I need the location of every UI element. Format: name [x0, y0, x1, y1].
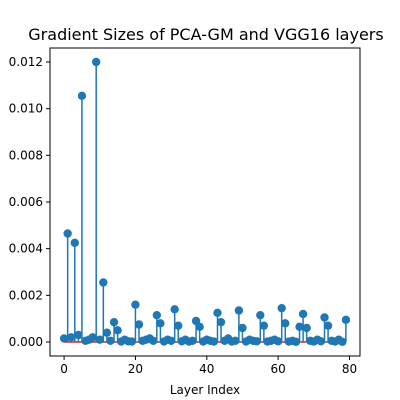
stem-marker — [281, 319, 290, 328]
stem-marker — [252, 337, 261, 346]
stem-marker — [323, 321, 333, 330]
stem-marker — [88, 333, 97, 342]
stem-marker — [338, 337, 347, 346]
y-tick-label: 0.010 — [9, 102, 43, 116]
x-tick-label: 80 — [342, 362, 357, 376]
x-axis-ticks: 0 20 40 60 80 — [60, 356, 357, 376]
stem-marker — [298, 309, 308, 319]
stem-marker — [134, 320, 144, 329]
x-tick-label: 40 — [199, 362, 214, 376]
stem-marker — [70, 238, 79, 248]
x-tick-label: 60 — [270, 362, 285, 376]
stem-marker — [291, 337, 301, 346]
stem-marker — [238, 323, 247, 333]
stem-marker — [216, 317, 226, 327]
stem-marker — [77, 91, 87, 101]
stem-marker — [59, 334, 69, 343]
stem-marker — [259, 321, 269, 330]
stem-marker — [234, 306, 244, 315]
stem-marker — [195, 322, 204, 332]
stem-marker — [316, 337, 326, 346]
stem-marker — [74, 330, 83, 340]
chart-title: Gradient Sizes of PCA-GM and VGG16 layer… — [28, 25, 383, 44]
plot-marks — [59, 57, 351, 346]
y-tick-label: 0.002 — [9, 288, 43, 302]
stem-marker — [67, 333, 76, 342]
stem-marker — [127, 337, 137, 346]
stem-marker — [213, 308, 222, 318]
stem-marker — [99, 278, 108, 287]
stem-marker — [320, 313, 329, 322]
stem-marker — [131, 300, 140, 309]
y-tick-label: 0.008 — [9, 148, 43, 162]
stem-marker — [188, 336, 197, 346]
stem-marker — [256, 310, 265, 320]
stem-marker — [170, 305, 179, 314]
stem-marker — [341, 315, 351, 325]
x-tick-label: 20 — [128, 362, 143, 376]
stem-marker — [302, 323, 311, 333]
stem-marker — [277, 303, 286, 313]
stem-marker — [295, 322, 304, 332]
y-axis-ticks: 0.000 0.002 0.004 0.006 0.008 0.010 0.012 — [9, 55, 50, 349]
stem-marker — [273, 337, 283, 346]
stem-marker — [231, 336, 240, 346]
stem-marker — [209, 337, 219, 346]
y-tick-label: 0.006 — [9, 195, 43, 209]
x-tick-label: 0 — [60, 362, 68, 376]
stem-marker — [91, 57, 101, 67]
x-axis-label: Layer Index — [170, 383, 240, 397]
stem-marker — [106, 336, 115, 346]
stem-marker — [63, 229, 72, 238]
stem-marker — [102, 328, 112, 337]
stem-marker — [152, 310, 162, 320]
stem-marker — [109, 317, 119, 327]
stem-marker — [95, 335, 104, 344]
stem-marker — [166, 336, 176, 346]
y-tick-label: 0.000 — [9, 335, 43, 349]
stem-marker — [149, 336, 158, 346]
stem-marker — [174, 321, 183, 330]
stem-marker — [113, 326, 122, 335]
y-tick-label: 0.012 — [9, 55, 43, 69]
y-tick-label: 0.004 — [9, 242, 43, 256]
stem-marker — [156, 319, 165, 328]
